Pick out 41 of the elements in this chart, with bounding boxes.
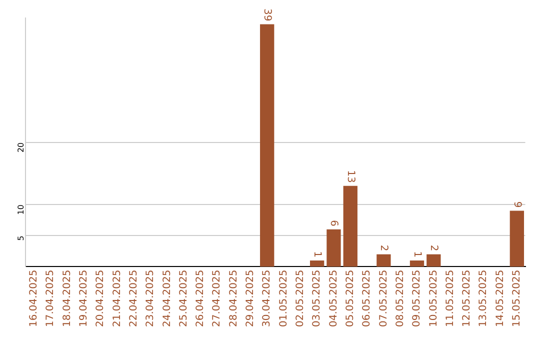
y-tick-label: 5 bbox=[16, 236, 26, 241]
x-tick-label: 14.05.2025 bbox=[494, 270, 506, 328]
x-tick-label: 28.04.2025 bbox=[228, 270, 240, 328]
x-tick-label: 02.05.2025 bbox=[295, 270, 306, 328]
data-label: 2 bbox=[378, 244, 390, 252]
data-label: 9 bbox=[511, 201, 522, 208]
x-tick-label: 06.05.2025 bbox=[362, 270, 373, 328]
x-tick-label: 05.05.2025 bbox=[344, 270, 356, 328]
x-tick-label: 04.05.2025 bbox=[328, 270, 340, 328]
x-tick-label: 30.04.2025 bbox=[262, 270, 273, 328]
x-tick-label: 13.05.2025 bbox=[478, 270, 490, 328]
y-tick-label: 20 bbox=[16, 142, 26, 153]
y-tick-label: 10 bbox=[16, 204, 26, 215]
x-tick-label: 07.05.2025 bbox=[378, 270, 390, 328]
x-tick-label: 09.05.2025 bbox=[412, 270, 423, 328]
x-tick-label: 27.04.2025 bbox=[212, 270, 223, 328]
x-tick-label: 23.04.2025 bbox=[145, 270, 156, 328]
data-label: 2 bbox=[428, 244, 440, 252]
x-tick-label: 29.04.2025 bbox=[245, 270, 256, 328]
x-tick-label: 08.05.2025 bbox=[394, 270, 406, 328]
x-tick-label: 25.04.2025 bbox=[178, 270, 190, 328]
x-tick-label: 15.05.2025 bbox=[512, 270, 523, 328]
x-tick-label: 26.04.2025 bbox=[195, 270, 206, 328]
x-tick-label: 03.05.2025 bbox=[312, 270, 323, 328]
x-tick-label: 10.05.2025 bbox=[428, 270, 440, 328]
x-tick-label: 18.04.2025 bbox=[62, 270, 73, 328]
x-tick-label: 22.04.2025 bbox=[128, 270, 140, 328]
x-tick-label: 11.05.2025 bbox=[444, 270, 456, 328]
x-tick-label: 12.05.2025 bbox=[462, 270, 473, 328]
x-tick-label: 24.04.2025 bbox=[162, 270, 173, 328]
x-tick-label: 19.04.2025 bbox=[78, 270, 90, 328]
x-tick-label: 17.04.2025 bbox=[45, 270, 56, 328]
x-tick-label: 20.04.2025 bbox=[95, 270, 106, 328]
data-label: 6 bbox=[328, 220, 340, 226]
data-label: 1 bbox=[411, 251, 422, 258]
data-label: 1 bbox=[311, 251, 322, 258]
x-tick-label: 01.05.2025 bbox=[278, 270, 290, 328]
x-tick-label: 21.04.2025 bbox=[112, 270, 123, 328]
x-tick-label: 16.04.2025 bbox=[28, 270, 40, 328]
data-label: 39 bbox=[262, 8, 273, 22]
data-label: 13 bbox=[344, 170, 356, 183]
